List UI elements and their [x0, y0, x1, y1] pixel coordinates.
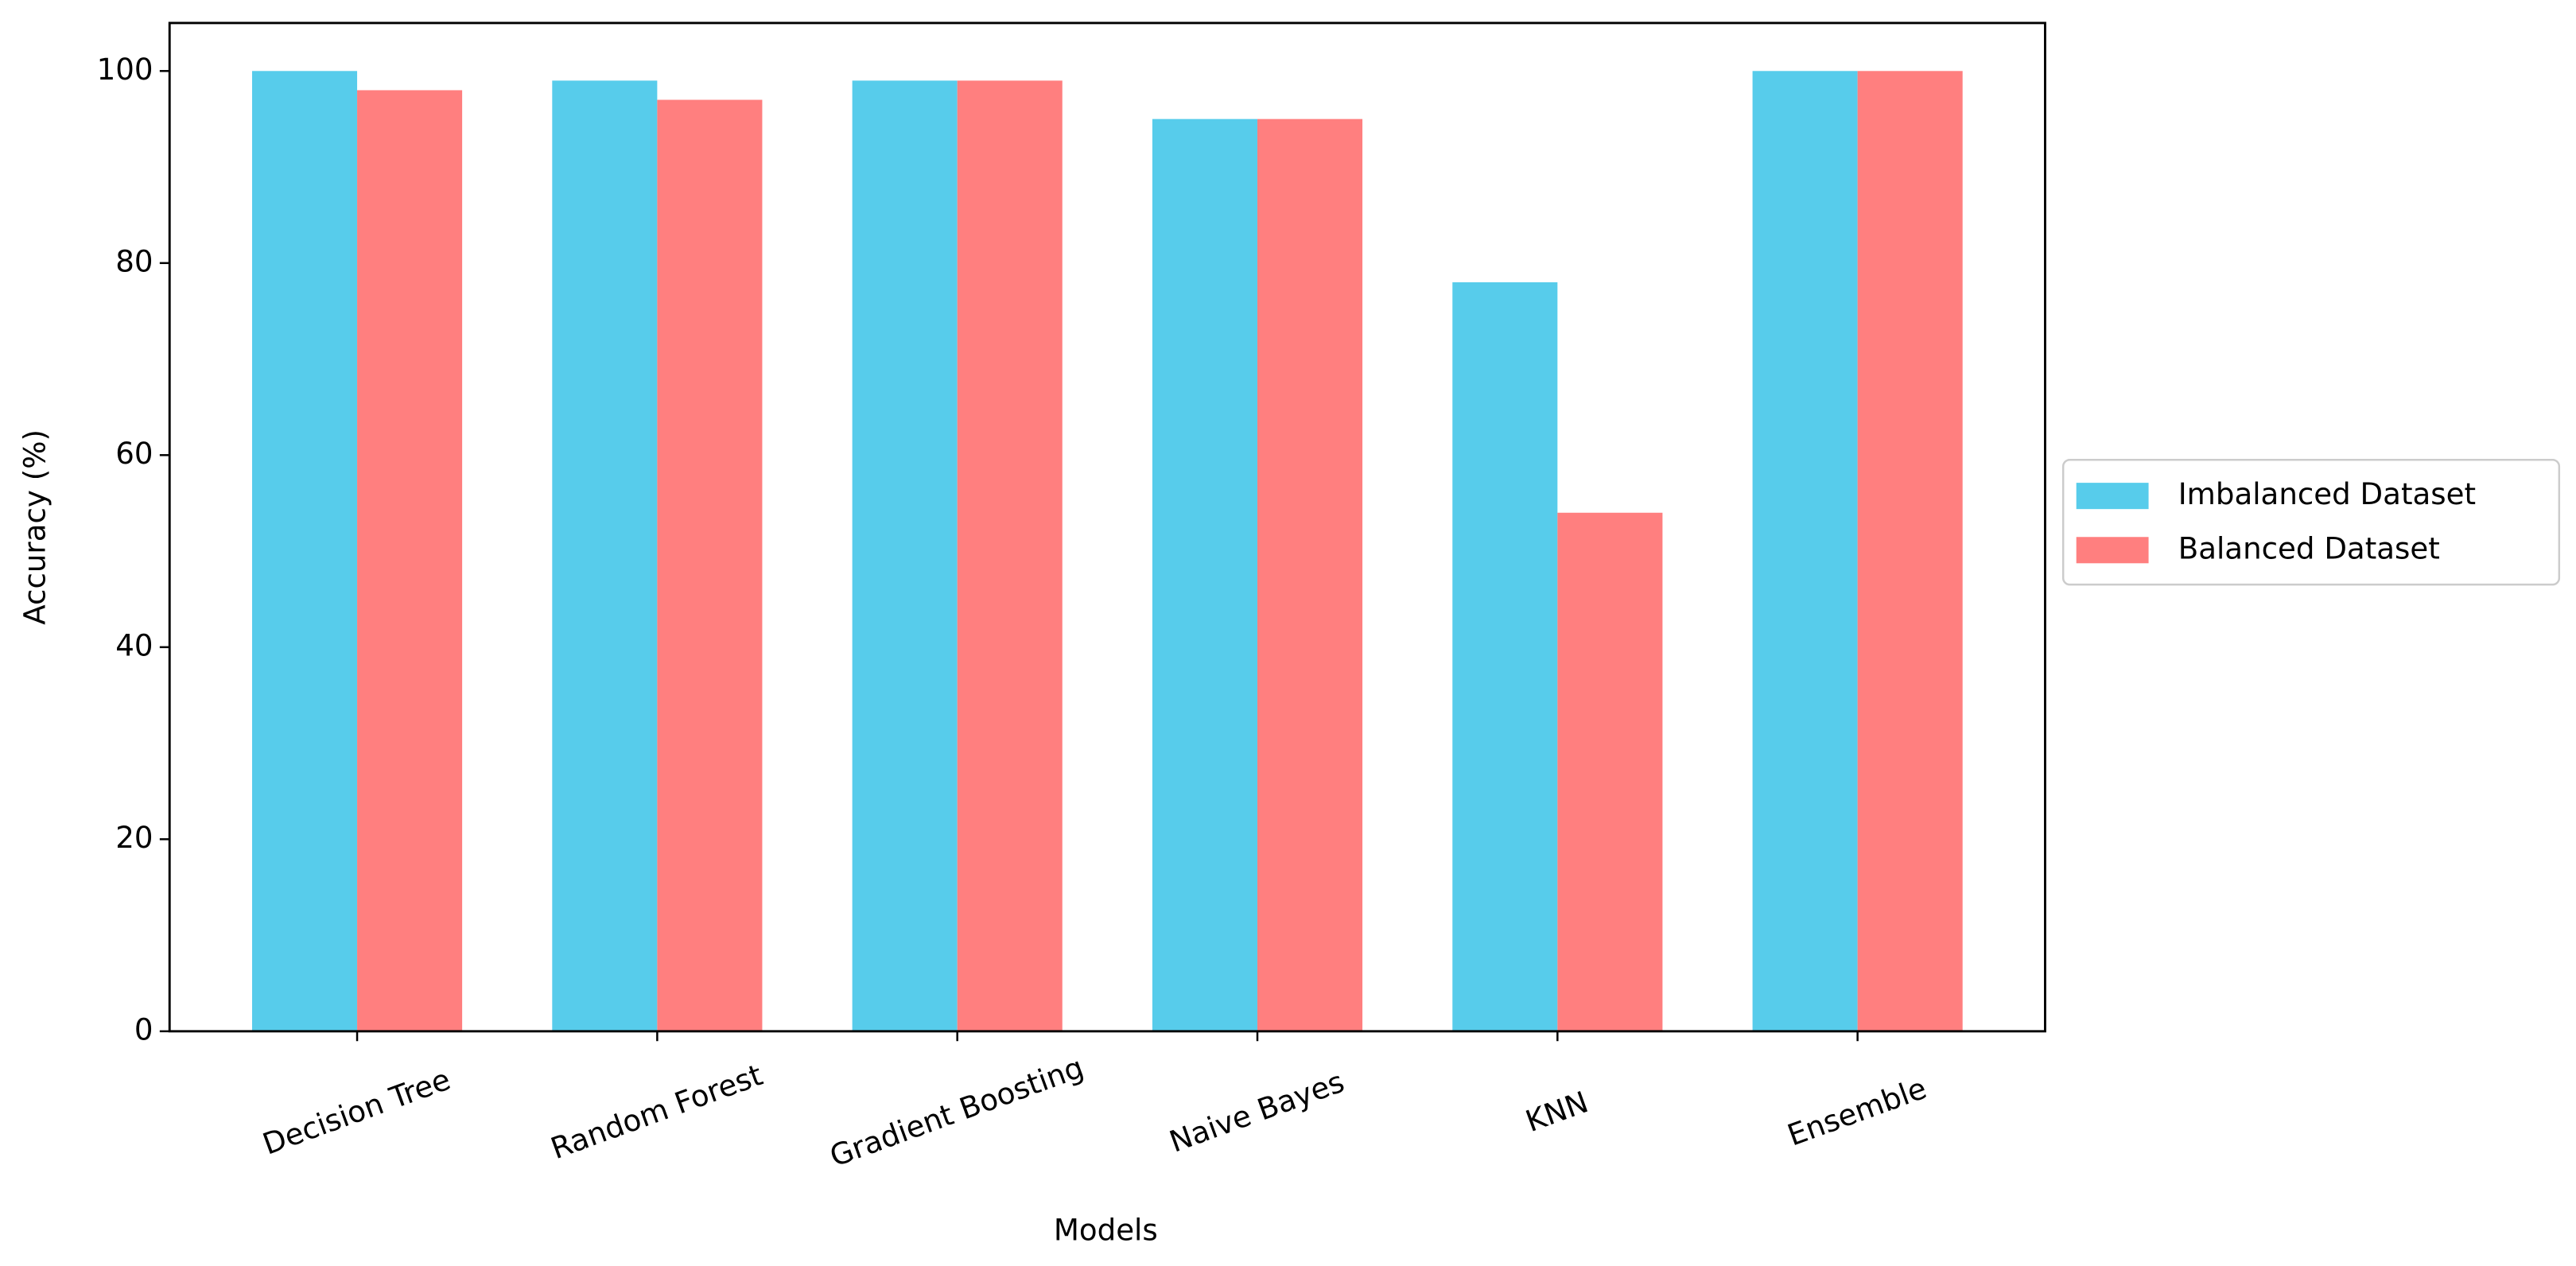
x-tick-label: KNN: [1521, 1084, 1592, 1139]
legend-label: Balanced Dataset: [2178, 530, 2440, 565]
x-axis-label: Models: [1054, 1212, 1158, 1247]
y-tick-label: 60: [115, 436, 153, 471]
bar: [957, 80, 1063, 1031]
x-tick-label: Naive Bayes: [1165, 1064, 1349, 1159]
bar: [1752, 71, 1858, 1031]
y-tick-label: 80: [115, 243, 153, 278]
y-tick-label: 100: [97, 52, 153, 87]
y-tick-label: 0: [134, 1012, 153, 1047]
x-tick-label: Random Forest: [546, 1057, 767, 1166]
x-tick-label: Gradient Boosting: [825, 1050, 1088, 1174]
legend-swatch: [2076, 483, 2149, 510]
bar: [1857, 71, 1963, 1031]
bar: [852, 80, 958, 1031]
y-tick-label: 40: [115, 627, 153, 662]
plot-frame: [168, 21, 2046, 1033]
x-tick-label: Ensemble: [1783, 1070, 1931, 1153]
bar: [251, 71, 358, 1031]
bar: [1257, 118, 1363, 1031]
y-axis-label: Accuracy (%): [17, 429, 52, 625]
bar: [357, 90, 463, 1031]
legend-swatch: [2076, 537, 2149, 564]
x-tick-label: Decision Tree: [258, 1062, 455, 1162]
bar: [552, 80, 658, 1031]
legend-box: [2061, 458, 2561, 586]
bar: [1152, 118, 1258, 1031]
legend-label: Imbalanced Dataset: [2178, 476, 2476, 511]
bar: [1557, 512, 1663, 1031]
bar: [657, 99, 763, 1031]
y-tick-label: 20: [115, 820, 153, 855]
bar: [1452, 282, 1558, 1031]
